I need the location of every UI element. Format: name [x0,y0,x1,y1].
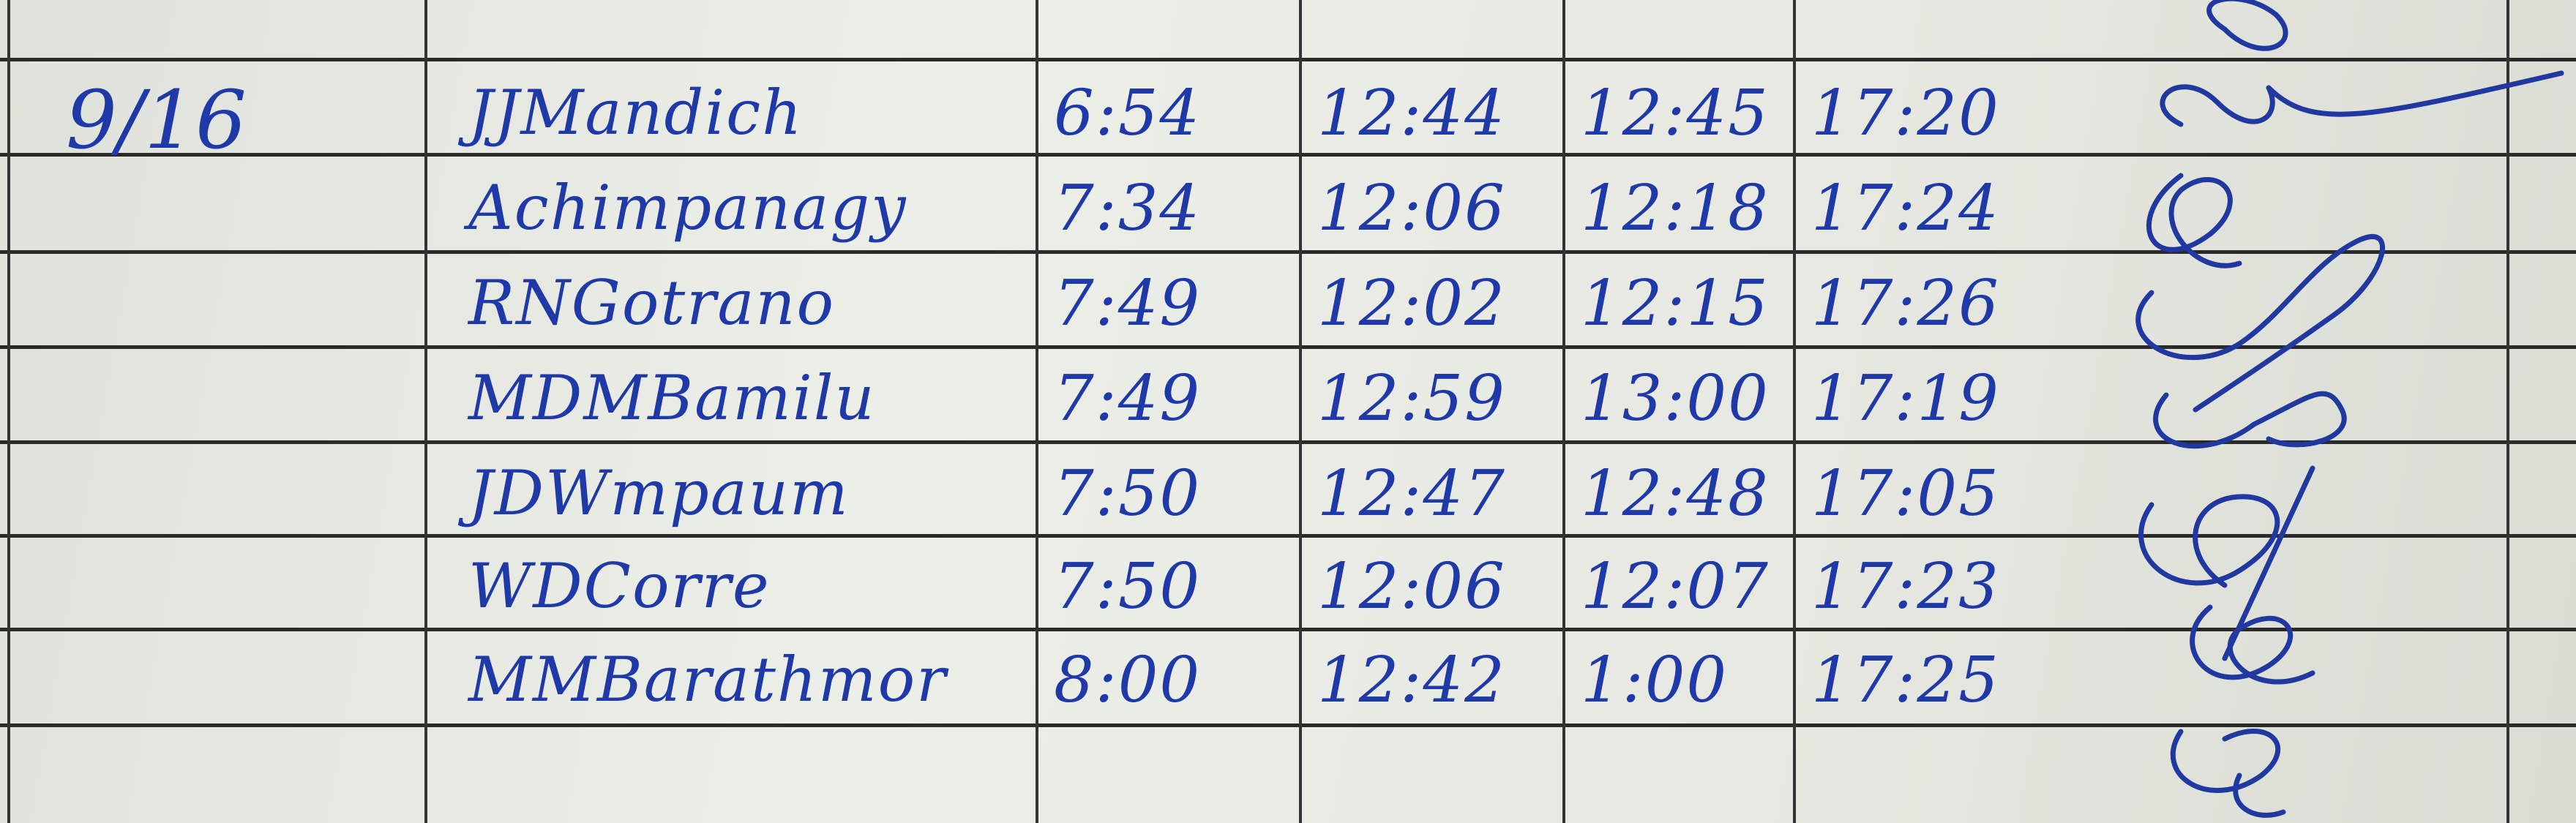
time-out-time: 17:20 [1811,77,2000,150]
employee-name: MMBarathmor [468,644,948,715]
time-out-time: 17:26 [1811,267,2000,340]
time-out-time: 17:25 [1811,644,2000,717]
row-rule [0,628,2576,631]
signature-6 [2190,604,2315,685]
lunch-in-time: 12:45 [1581,77,1770,150]
employee-name: RNGotrano [468,267,836,339]
lunch-out-time: 12:59 [1317,362,1506,435]
time-out-time: 17:19 [1811,362,2000,435]
column-rule [2506,0,2509,823]
lunch-in-time: 12:18 [1581,172,1770,245]
employee-name: WDCorre [468,550,771,622]
time-out-time: 17:23 [1811,550,2000,623]
row-rule [0,440,2576,444]
signature-4 [2153,391,2347,449]
signature-2 [2146,173,2242,268]
employee-name: JDWmpaum [468,457,850,529]
employee-name: JJMandich [468,77,804,149]
column-rule [1793,0,1796,823]
column-rule [424,0,427,823]
lunch-in-time: 1:00 [1581,644,1729,717]
signature-1 [2160,0,2564,127]
column-rule [1299,0,1302,823]
column-rule [1036,0,1038,823]
lunch-out-time: 12:06 [1317,172,1506,245]
lunch-out-time: 12:42 [1317,644,1506,717]
entry-date: 9/16 [66,73,247,167]
row-rule [0,724,2576,727]
row-rule [0,534,2576,538]
time-in-time: 7:50 [1054,457,1202,530]
lunch-out-time: 12:47 [1317,457,1506,530]
lunch-out-time: 12:44 [1317,77,1506,150]
time-out-time: 17:05 [1811,457,2000,530]
row-rule [0,345,2576,349]
signature-7 [2170,729,2286,818]
row-rule [0,153,2576,157]
time-in-time: 7:50 [1054,550,1202,623]
signature-scribbles [2135,0,2564,818]
lunch-in-time: 12:15 [1581,267,1770,340]
time-in-time: 6:54 [1054,77,1202,150]
employee-name: Achimpanagy [468,172,907,244]
signature-3 [2135,234,2385,413]
lunch-out-time: 12:02 [1317,267,1506,340]
column-rule [1562,0,1565,823]
row-rule [0,58,2576,61]
lunch-in-time: 13:00 [1581,362,1770,435]
lunch-in-time: 12:48 [1581,457,1770,530]
column-rule [7,0,10,823]
time-in-time: 7:49 [1054,267,1202,340]
lunch-out-time: 12:06 [1317,550,1506,623]
time-in-time: 8:00 [1054,644,1202,717]
time-out-time: 17:24 [1811,172,2000,245]
time-in-time: 7:49 [1054,362,1202,435]
row-rule [0,250,2576,254]
employee-name: MDMBamilu [468,362,876,434]
time-in-time: 7:34 [1054,172,1202,245]
lunch-in-time: 12:07 [1581,550,1770,623]
